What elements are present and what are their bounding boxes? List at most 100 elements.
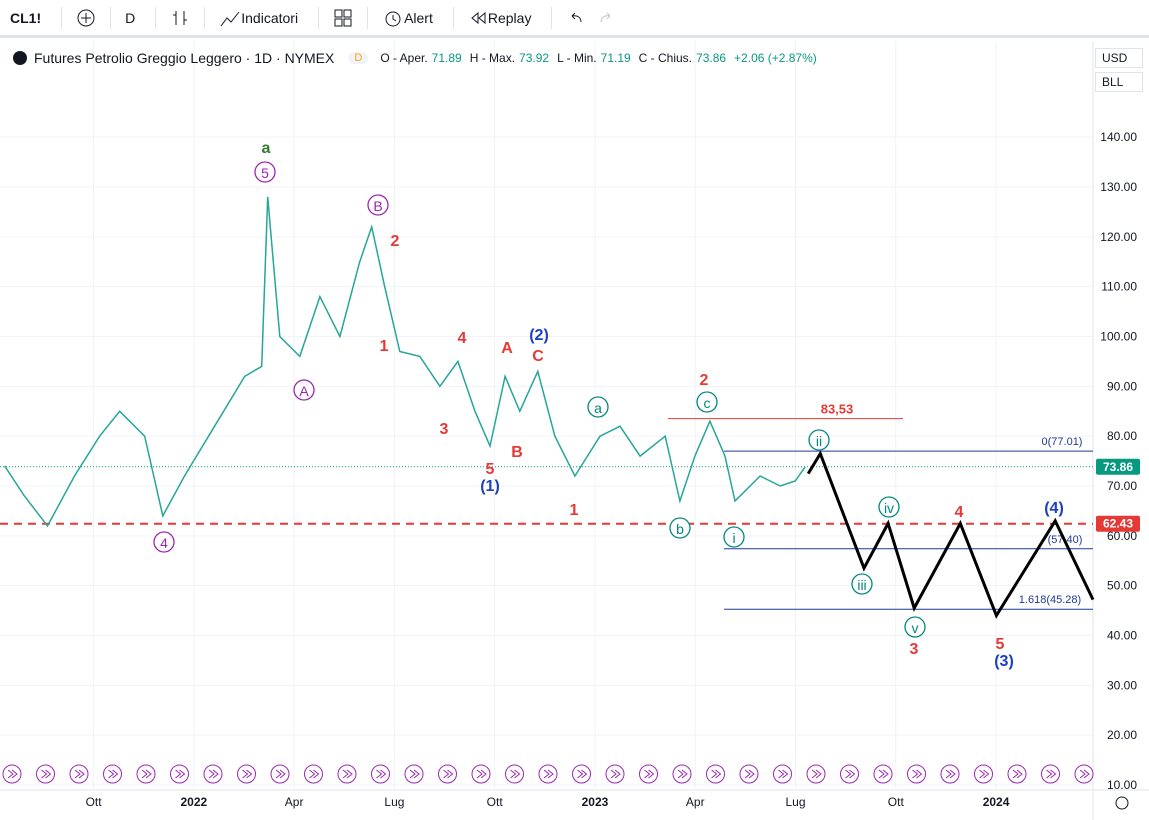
replay-icon[interactable] [468, 8, 488, 28]
wave-label: 5 [996, 636, 1005, 653]
y-tick-label: 80.00 [1107, 429, 1137, 443]
event-arrow [778, 769, 789, 779]
wave-circle [293, 379, 315, 401]
replay[interactable]: Replay [487, 9, 532, 26]
wave-circle [669, 517, 691, 539]
wave-label: 3 [910, 641, 919, 658]
layouts-icon[interactable] [333, 8, 353, 28]
event-circle [907, 764, 926, 784]
wave-label: 5 [486, 461, 495, 478]
wave-label: A [501, 340, 513, 357]
badge: D [348, 52, 369, 64]
bars-icon[interactable] [170, 8, 190, 28]
event-circle [36, 764, 55, 784]
event-circle [538, 764, 558, 784]
undo-icon[interactable] [566, 8, 586, 28]
wave-circle [153, 531, 175, 553]
x-tick-label: Apr [285, 795, 304, 809]
event-arrow [711, 769, 722, 779]
add-icon[interactable] [76, 8, 96, 28]
indicators-icon[interactable] [219, 8, 241, 28]
x-tick-label: Lug [384, 795, 404, 809]
y-tick-label: 110.00 [1101, 280, 1137, 294]
event-icon [907, 764, 926, 784]
indicators[interactable]: Indicatori [241, 9, 299, 26]
event-icon [203, 764, 223, 784]
wave-label: iv [884, 500, 894, 516]
wave-label: 1 [380, 338, 389, 355]
event-circle [438, 764, 457, 784]
event-arrow [309, 769, 320, 779]
settings-icon [1115, 796, 1129, 810]
event-circle [304, 764, 323, 784]
event-arrow [7, 769, 18, 779]
currency[interactable]: USD [1095, 48, 1143, 68]
event-icon [270, 764, 290, 784]
event-icon [1007, 764, 1027, 784]
event-circle [1007, 764, 1027, 784]
price-badge-label: 73.86 [1103, 460, 1133, 474]
wave-label: iii [857, 577, 866, 593]
event-arrow [744, 769, 755, 779]
event-circle [974, 764, 993, 784]
level-label: 1.618(45.28) [1019, 594, 1081, 606]
event-circle [505, 764, 524, 784]
event-icon [605, 764, 625, 784]
x-tick-label: Ott [487, 795, 504, 809]
event-arrow [878, 769, 889, 779]
scale-settings: USD BLL [1095, 48, 1143, 96]
event-arrow [141, 769, 152, 779]
event-arrow [912, 769, 923, 779]
event-icon [672, 764, 692, 784]
interval[interactable]: D [125, 9, 136, 26]
x-tick-label: Apr [686, 795, 705, 809]
wave-label: (1) [480, 478, 500, 495]
event-icon [538, 764, 558, 784]
symbol[interactable]: CL1! [10, 9, 42, 26]
event-arrow [543, 769, 554, 779]
event-arrow [409, 769, 420, 779]
wave-circle [904, 616, 926, 638]
wave-label: 2 [700, 372, 709, 389]
open-label: O - Aper. [380, 51, 428, 65]
y-tick-label: 130.00 [1100, 180, 1137, 194]
wave-label: 2 [391, 233, 400, 250]
event-arrow [208, 769, 219, 779]
event-circle [2, 764, 22, 784]
x-tick-label: Ott [86, 795, 103, 809]
event-circle [739, 764, 759, 784]
event-circle [572, 764, 591, 784]
wave-label: (3) [994, 653, 1014, 670]
event-circle [1074, 764, 1094, 784]
high-label: H - Max. [469, 51, 516, 65]
wave-label: B [511, 444, 523, 461]
wave-label: a [262, 140, 271, 157]
open: 71.89 [431, 51, 462, 65]
event-arrow [275, 769, 286, 779]
event-icon [505, 764, 524, 784]
event-circle [404, 764, 424, 784]
event-arrow [443, 769, 454, 779]
event-icon [404, 764, 424, 784]
redo-icon[interactable] [596, 8, 636, 28]
event-arrow [1079, 769, 1090, 779]
wave-label: 3 [440, 421, 449, 438]
event-icon [1074, 764, 1094, 784]
event-icon [706, 764, 725, 784]
wave-label: 5 [261, 165, 269, 181]
wave-label: a [594, 400, 602, 416]
wave-circle [367, 194, 389, 216]
price-badge-label: 62.43 [1103, 517, 1133, 531]
event-circle [672, 764, 692, 784]
wave-circle [878, 496, 900, 518]
event-circle [337, 764, 357, 784]
legend-title: Futures Petrolio Greggio Leggero · 1D · … [34, 50, 335, 66]
unit[interactable]: BLL [1095, 72, 1143, 92]
alert[interactable]: Alert [404, 9, 433, 26]
x-tick-label: 2024 [983, 795, 1010, 809]
alert-icon[interactable] [382, 8, 404, 28]
wave-label: b [676, 521, 684, 537]
level-label: 0(77.01) [1042, 436, 1083, 448]
change: +2.06 (+2.87%) [734, 51, 817, 65]
event-icon [873, 764, 893, 784]
